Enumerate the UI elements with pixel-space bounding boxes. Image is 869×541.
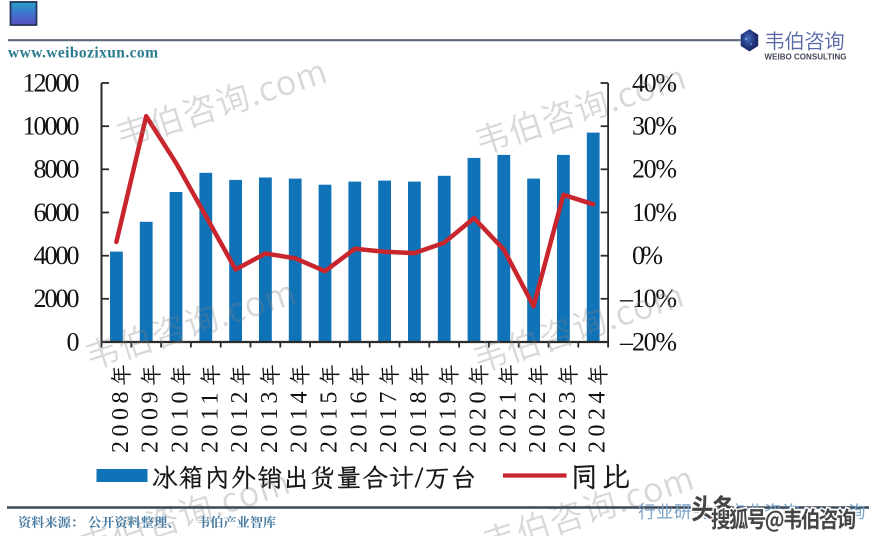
svg-text:10%: 10% bbox=[632, 198, 677, 227]
svg-text:4000: 4000 bbox=[34, 241, 80, 270]
svg-text:–: – bbox=[619, 284, 634, 313]
svg-text:2019: 2019 bbox=[436, 387, 462, 453]
svg-text:0%: 0% bbox=[632, 241, 663, 270]
svg-text:2017: 2017 bbox=[376, 387, 402, 453]
svg-text:8000: 8000 bbox=[34, 155, 80, 184]
svg-text:2022: 2022 bbox=[525, 387, 551, 453]
svg-text:6000: 6000 bbox=[34, 198, 80, 227]
svg-text:2000: 2000 bbox=[34, 284, 80, 313]
svg-text:WEIBO CONSULTING: WEIBO CONSULTING bbox=[765, 53, 847, 62]
svg-text:0: 0 bbox=[67, 327, 80, 356]
svg-text:2023: 2023 bbox=[555, 387, 581, 453]
svg-text:2010: 2010 bbox=[168, 387, 194, 453]
svg-text:2016: 2016 bbox=[346, 387, 372, 453]
svg-text:12000: 12000 bbox=[23, 68, 80, 97]
svg-text:2009: 2009 bbox=[138, 387, 164, 453]
svg-text:2018: 2018 bbox=[406, 387, 432, 453]
svg-text:20%: 20% bbox=[632, 155, 677, 184]
svg-text:2014: 2014 bbox=[287, 387, 313, 453]
svg-text:2008: 2008 bbox=[108, 387, 134, 453]
svg-text:2024: 2024 bbox=[585, 387, 611, 453]
svg-text:2013: 2013 bbox=[257, 387, 283, 453]
svg-text:30%: 30% bbox=[632, 112, 677, 141]
svg-text:2015: 2015 bbox=[317, 387, 343, 453]
svg-text:10000: 10000 bbox=[23, 112, 80, 141]
svg-text:2011: 2011 bbox=[197, 388, 223, 453]
svg-text:2021: 2021 bbox=[495, 387, 521, 453]
svg-text:–: – bbox=[619, 327, 634, 356]
svg-text:20%: 20% bbox=[632, 327, 677, 356]
svg-text:www.weibozixun.com: www.weibozixun.com bbox=[8, 45, 158, 62]
svg-text:2020: 2020 bbox=[466, 387, 492, 453]
svg-text:2012: 2012 bbox=[227, 387, 253, 453]
